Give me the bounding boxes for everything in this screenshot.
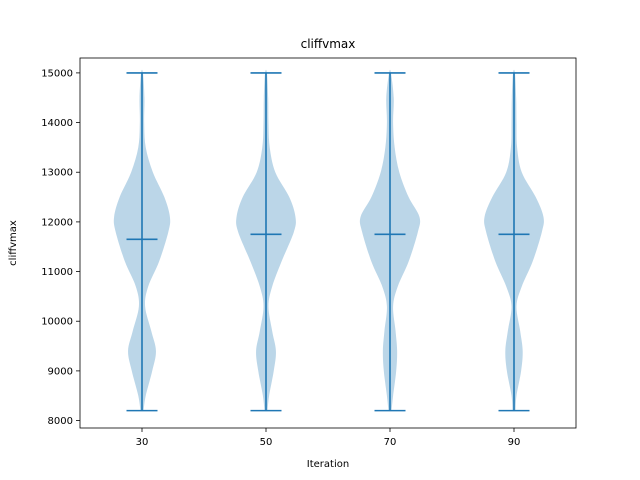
violin-group-70 [359, 69, 421, 412]
violin-group-30 [113, 69, 171, 412]
y-tick-label-10000: 10000 [41, 317, 73, 328]
y-tick-label-15000: 15000 [41, 68, 73, 79]
y-axis: 8000 9000 10000 11000 12000 13000 14000 15000 [41, 68, 80, 427]
y-axis-label: cliffvmax [8, 220, 19, 266]
y-tick-label-12000: 12000 [41, 217, 73, 228]
y-tick-label-9000: 9000 [48, 366, 73, 377]
plot-frame [79, 57, 577, 429]
x-axis: 30 50 70 90 [136, 428, 521, 448]
violin-group-50 [236, 69, 296, 412]
y-tick-label-11000: 11000 [41, 267, 73, 278]
x-tick-label-70: 70 [384, 437, 397, 448]
chart-title: cliffvmax [301, 37, 356, 51]
violin-layer [113, 69, 544, 412]
y-tick-label-14000: 14000 [41, 118, 73, 129]
violin-group-90 [484, 69, 544, 412]
x-axis-label: Iteration [307, 459, 349, 470]
y-tick-label-8000: 8000 [48, 416, 73, 427]
x-tick-label-90: 90 [508, 437, 521, 448]
x-tick-label-30: 30 [136, 437, 149, 448]
x-tick-label-50: 50 [260, 437, 273, 448]
y-tick-label-13000: 13000 [41, 168, 73, 179]
